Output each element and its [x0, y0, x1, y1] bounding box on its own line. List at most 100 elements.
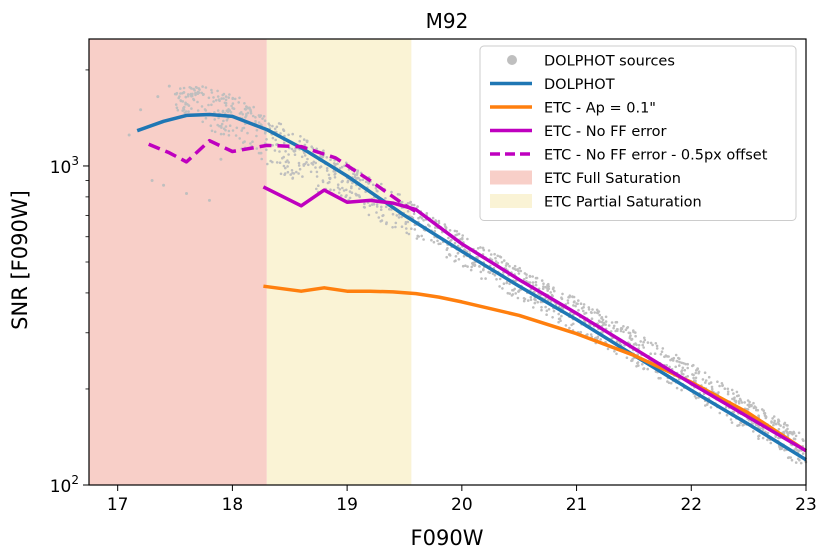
scatter-point: [535, 276, 539, 280]
scatter-point: [271, 124, 274, 128]
scatter-point: [262, 115, 266, 118]
scatter-point: [720, 382, 724, 385]
scatter-point: [265, 138, 268, 141]
scatter-point: [345, 188, 348, 192]
scatter-point: [533, 301, 537, 305]
scatter-point: [505, 281, 509, 285]
scatter-point: [348, 196, 352, 200]
scatter-point: [481, 246, 485, 250]
scatter-point: [764, 415, 768, 418]
scatter-point: [379, 208, 383, 211]
scatter-point: [297, 164, 301, 167]
scatter-point: [577, 299, 580, 302]
scatter-point: [499, 255, 503, 259]
scatter-point: [346, 180, 350, 184]
scatter-point: [526, 299, 530, 302]
scatter-point: [649, 352, 652, 356]
scatter-point: [263, 119, 267, 122]
scatter-point: [622, 330, 625, 334]
scatter-point: [469, 268, 473, 272]
scatter-point: [694, 396, 698, 400]
y-axis-label: SNR [F090W]: [8, 190, 32, 330]
scatter-point: [583, 312, 586, 315]
scatter-point: [340, 165, 344, 169]
scatter-point: [367, 213, 371, 217]
scatter-point: [694, 371, 697, 375]
scatter-point: [514, 268, 518, 272]
scatter-point: [228, 93, 231, 96]
scatter-point: [364, 180, 368, 184]
scatter-point: [525, 276, 528, 280]
scatter-point: [179, 92, 182, 95]
x-tick-label: 17: [107, 495, 129, 515]
scatter-point: [315, 170, 319, 174]
scatter-point: [221, 110, 225, 113]
scatter-point: [496, 261, 500, 265]
scatter-point: [434, 226, 437, 229]
scatter-point: [249, 112, 253, 115]
legend-label: ETC - No FF error: [544, 124, 667, 140]
scatter-point: [179, 87, 182, 90]
scatter-point: [454, 254, 458, 258]
scatter-point: [380, 219, 384, 222]
scatter-point: [220, 97, 223, 100]
scatter-point: [216, 95, 220, 98]
scatter-point: [559, 319, 562, 323]
region-0: [89, 39, 267, 485]
scatter-point: [718, 384, 721, 388]
scatter-point: [630, 338, 633, 342]
scatter-point: [540, 306, 543, 309]
scatter-point: [772, 415, 776, 418]
scatter-point: [528, 274, 532, 278]
scatter-point: [598, 313, 601, 317]
scatter-point: [757, 437, 760, 441]
scatter-point: [762, 412, 766, 415]
scatter-point: [567, 296, 570, 299]
scatter-point: [254, 119, 257, 123]
scatter-point: [187, 110, 190, 113]
scatter-point: [400, 200, 404, 204]
scatter-point: [787, 456, 791, 459]
scatter-point: [287, 153, 290, 156]
scatter-point: [737, 400, 741, 403]
scatter-point: [624, 328, 628, 332]
scatter-point: [541, 287, 545, 291]
scatter-point: [502, 282, 506, 286]
scatter-point: [752, 406, 756, 410]
scatter-point: [643, 336, 646, 340]
scatter-point: [340, 194, 343, 197]
scatter-point: [271, 144, 275, 147]
scatter-point: [683, 368, 687, 372]
scatter-point: [257, 114, 261, 117]
scatter-point: [547, 308, 551, 311]
scatter-point: [204, 86, 208, 89]
scatter-point: [284, 150, 287, 153]
scatter-point: [610, 321, 614, 324]
scatter-point: [238, 137, 241, 140]
scatter-point: [384, 205, 388, 209]
scatter-point: [801, 452, 805, 455]
scatter-point: [445, 255, 449, 259]
scatter-point: [627, 331, 631, 335]
scatter-point: [448, 229, 452, 232]
scatter-point: [625, 356, 629, 360]
scatter-point: [284, 166, 287, 170]
scatter-point: [251, 114, 255, 118]
scatter-point: [546, 289, 549, 292]
scatter-point: [410, 227, 413, 230]
legend: DOLPHOT sources DOLPHOT ETC - Ap = 0.1" ETC…: [479, 45, 797, 221]
scatter-point: [249, 108, 252, 111]
scatter-point: [660, 350, 664, 354]
scatter-point: [338, 188, 342, 191]
scatter-point: [667, 355, 670, 358]
scatter-point: [390, 190, 393, 194]
scatter-point: [595, 308, 599, 312]
scatter-point: [478, 265, 481, 268]
scatter-point: [184, 95, 188, 99]
scatter-point: [432, 240, 436, 244]
scatter-point: [730, 388, 734, 392]
scatter-point: [156, 95, 160, 99]
scatter-point: [568, 326, 571, 330]
scatter-point: [801, 438, 804, 441]
scatter-point: [491, 272, 495, 276]
